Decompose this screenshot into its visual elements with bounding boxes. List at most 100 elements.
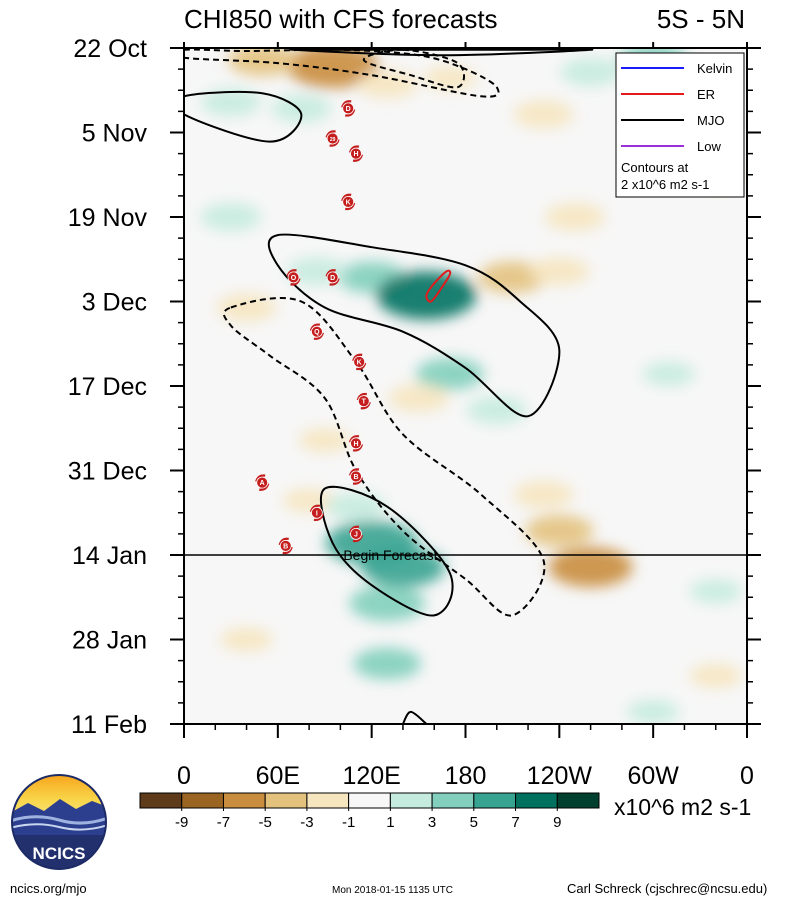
footer-url[interactable]: ncics.org/mjo bbox=[10, 881, 87, 896]
storm-body bbox=[310, 325, 323, 338]
storm-label: 29 bbox=[330, 137, 336, 143]
storm-body bbox=[357, 395, 370, 408]
storm-body bbox=[326, 132, 339, 145]
colorbar-label: 5 bbox=[470, 814, 478, 831]
storm-marker: A bbox=[255, 474, 270, 491]
storm-swirl bbox=[341, 193, 356, 211]
storm-label: B bbox=[353, 474, 358, 481]
storm-marker: H bbox=[348, 435, 364, 452]
colorbar-swatch bbox=[389, 792, 433, 809]
storm-swirl bbox=[348, 145, 364, 162]
storm-body bbox=[353, 355, 366, 368]
colorbar-swatch bbox=[348, 792, 391, 809]
x-tick-label: 60W bbox=[627, 762, 679, 790]
storm-label: B bbox=[283, 543, 288, 550]
x-tick-label: 0 bbox=[177, 762, 191, 790]
colorbar-swatch bbox=[431, 792, 475, 809]
legend-label: MJO bbox=[697, 113, 724, 128]
x-tick-label: 120W bbox=[527, 762, 593, 790]
storm-label: T bbox=[362, 399, 367, 406]
ncics-logo: NCICS bbox=[10, 773, 108, 871]
storm-body bbox=[310, 506, 323, 519]
y-tick-label: 31 Dec bbox=[68, 458, 147, 486]
x-axis: 0 60E 120E 180 120W 60W 0 bbox=[177, 42, 754, 790]
anomaly-blob bbox=[548, 547, 633, 588]
storm-swirl bbox=[356, 392, 371, 410]
legend-label: ER bbox=[697, 87, 715, 102]
storm-marker: B bbox=[348, 468, 364, 485]
storm-swirl bbox=[325, 130, 340, 147]
anomaly-blob bbox=[298, 428, 351, 453]
storm-body bbox=[350, 528, 362, 540]
legend-label: Kelvin bbox=[697, 61, 732, 76]
anomaly-blob bbox=[560, 58, 621, 87]
colorbar: -9 -7 -5 -3 -1 1 3 5 7 9 bbox=[139, 792, 600, 831]
region-label: 5S - 5N bbox=[657, 4, 745, 34]
colorbar-label: 7 bbox=[511, 814, 519, 831]
anomaly-blob bbox=[529, 257, 590, 286]
y-tick-label: 14 Jan bbox=[72, 542, 147, 570]
anomaly-blob bbox=[423, 66, 476, 91]
storm-label: O bbox=[291, 275, 297, 282]
chart-title: CHI850 with CFS forecasts bbox=[184, 4, 498, 34]
storm-body bbox=[342, 195, 355, 208]
storm-label: J bbox=[354, 531, 358, 538]
storm-marker: D bbox=[341, 100, 356, 117]
colorbar-swatch bbox=[473, 792, 517, 809]
anomaly-blob bbox=[286, 48, 379, 89]
x-tick-label: 0 bbox=[740, 762, 754, 790]
y-tick-label: 3 Dec bbox=[82, 289, 147, 317]
mjo-contour-solid bbox=[320, 485, 454, 617]
y-tick-label: 22 Oct bbox=[73, 35, 147, 63]
storm-body bbox=[342, 102, 355, 115]
anomaly-blob bbox=[326, 492, 387, 521]
colorbar-label: 1 bbox=[386, 814, 394, 831]
y-axis: 22 Oct 5 Nov 19 Nov 3 Dec 17 Dec 31 Dec 14 Jan… bbox=[68, 35, 761, 739]
storm-swirl bbox=[309, 504, 324, 522]
anomaly-blob bbox=[513, 100, 574, 129]
storm-swirl bbox=[352, 353, 367, 371]
storm-body bbox=[256, 476, 269, 489]
storm-body bbox=[287, 271, 300, 284]
storm-swirl bbox=[278, 537, 293, 555]
storm-label: D bbox=[346, 106, 351, 113]
storm-label: A bbox=[260, 480, 265, 487]
storm-body bbox=[350, 437, 362, 450]
storm-marker: Q bbox=[309, 323, 324, 340]
anomaly-blob bbox=[415, 357, 484, 390]
storm-label: H bbox=[353, 441, 358, 448]
colorbar-swatch bbox=[264, 792, 308, 809]
storm-body bbox=[350, 470, 362, 483]
storm-label: D bbox=[330, 275, 335, 282]
anomaly-blob bbox=[200, 88, 261, 117]
colorbar-swatch bbox=[306, 792, 350, 809]
storm-marker: T bbox=[356, 392, 371, 410]
legend-label: Low bbox=[697, 139, 721, 154]
anomaly-blob bbox=[689, 579, 742, 604]
y-tick-label: 17 Dec bbox=[68, 373, 147, 401]
storm-marker: J bbox=[348, 525, 364, 543]
anomaly-blob bbox=[513, 480, 574, 509]
storm-swirl bbox=[286, 269, 301, 286]
storm-label: K bbox=[346, 199, 351, 206]
anomaly-blob bbox=[357, 70, 418, 99]
colorbar-swatch bbox=[222, 792, 266, 809]
storm-marker: O bbox=[286, 269, 301, 286]
storm-label: Q bbox=[314, 329, 320, 336]
colorbar-label: -9 bbox=[175, 814, 188, 831]
colorbar-swatch bbox=[139, 792, 183, 809]
colorbar-label: 3 bbox=[428, 814, 436, 831]
x-tick-label: 180 bbox=[445, 762, 487, 790]
storm-body bbox=[350, 147, 362, 160]
colorbar-label: -5 bbox=[259, 814, 272, 831]
y-tick-label: 28 Jan bbox=[72, 627, 147, 655]
storm-label: K bbox=[357, 359, 362, 366]
anomaly-blob bbox=[228, 48, 297, 77]
colorbar-label: -3 bbox=[300, 814, 313, 831]
anomaly-blob bbox=[544, 203, 605, 231]
footer-timestamp: Mon 2018-01-15 1135 UTC bbox=[332, 885, 453, 896]
colorbar-swatch bbox=[181, 792, 224, 809]
storm-body bbox=[326, 271, 339, 284]
colorbar-label: -7 bbox=[217, 814, 230, 831]
